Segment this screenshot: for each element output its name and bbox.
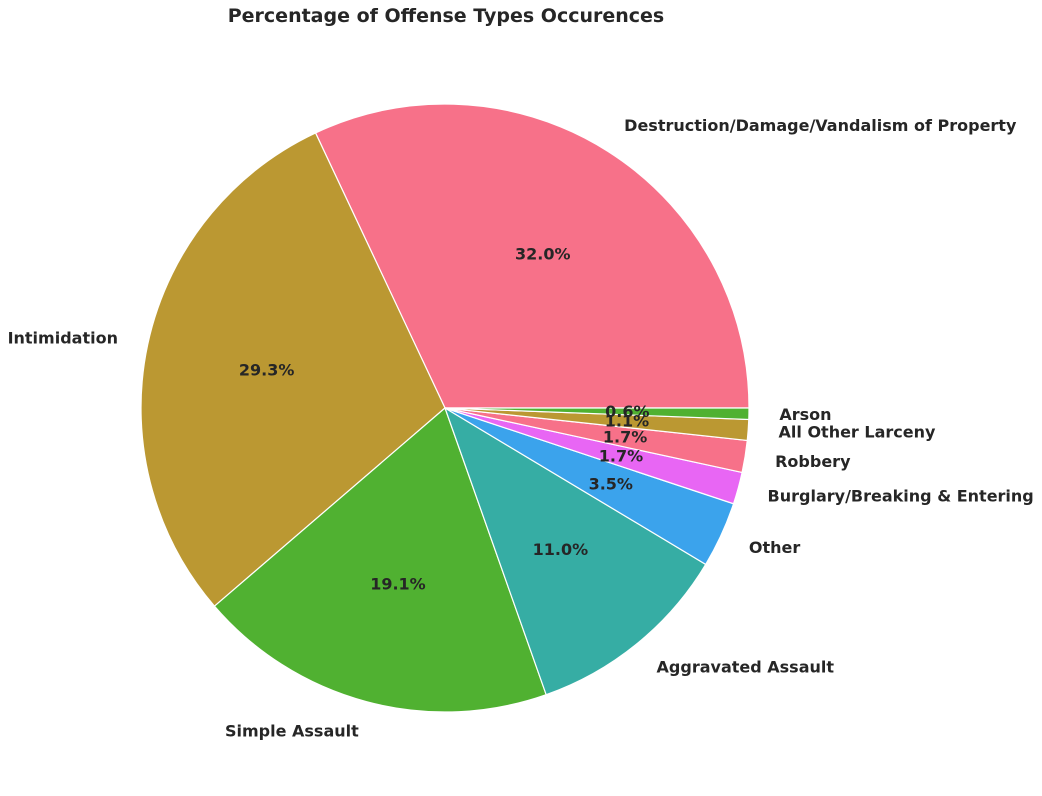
percentage-label: 1.7%	[599, 447, 643, 466]
category-label: Arson	[779, 405, 831, 424]
percentage-label: 1.7%	[603, 428, 647, 447]
pie-slice-simple-assault	[213, 406, 547, 713]
category-label: Intimidation	[8, 329, 118, 348]
percentage-label: 19.1%	[370, 575, 426, 594]
percentage-label: 29.3%	[239, 360, 295, 379]
pie-slice-destruction-damage-vandalism-of-property	[314, 103, 750, 409]
percentage-label: 11.0%	[533, 540, 589, 559]
pie-slice-arson	[444, 407, 750, 421]
pie-slice-aggravated-assault	[443, 406, 707, 696]
percentage-label: 1.1%	[605, 412, 649, 431]
category-label: Robbery	[775, 452, 851, 471]
category-label: All Other Larceny	[779, 423, 936, 442]
percentage-labels: 32.0%29.3%19.1%11.0%3.5%1.7%1.7%1.1%0.6%	[239, 244, 650, 593]
pie-slice-intimidation	[140, 132, 446, 608]
category-label: Other	[749, 538, 800, 557]
category-labels: Destruction/Damage/Vandalism of Property…	[8, 116, 1034, 740]
category-label: Aggravated Assault	[657, 657, 835, 676]
percentage-label: 3.5%	[589, 475, 633, 494]
category-label: Simple Assault	[225, 722, 359, 741]
category-label: Destruction/Damage/Vandalism of Property	[624, 116, 1017, 135]
chart-title: Percentage of Offense Types Occurences	[228, 5, 665, 27]
percentage-label: 0.6%	[605, 402, 649, 421]
category-label: Burglary/Breaking & Entering	[768, 487, 1034, 506]
pie-wedges	[140, 103, 750, 713]
percentage-label: 32.0%	[515, 244, 571, 263]
